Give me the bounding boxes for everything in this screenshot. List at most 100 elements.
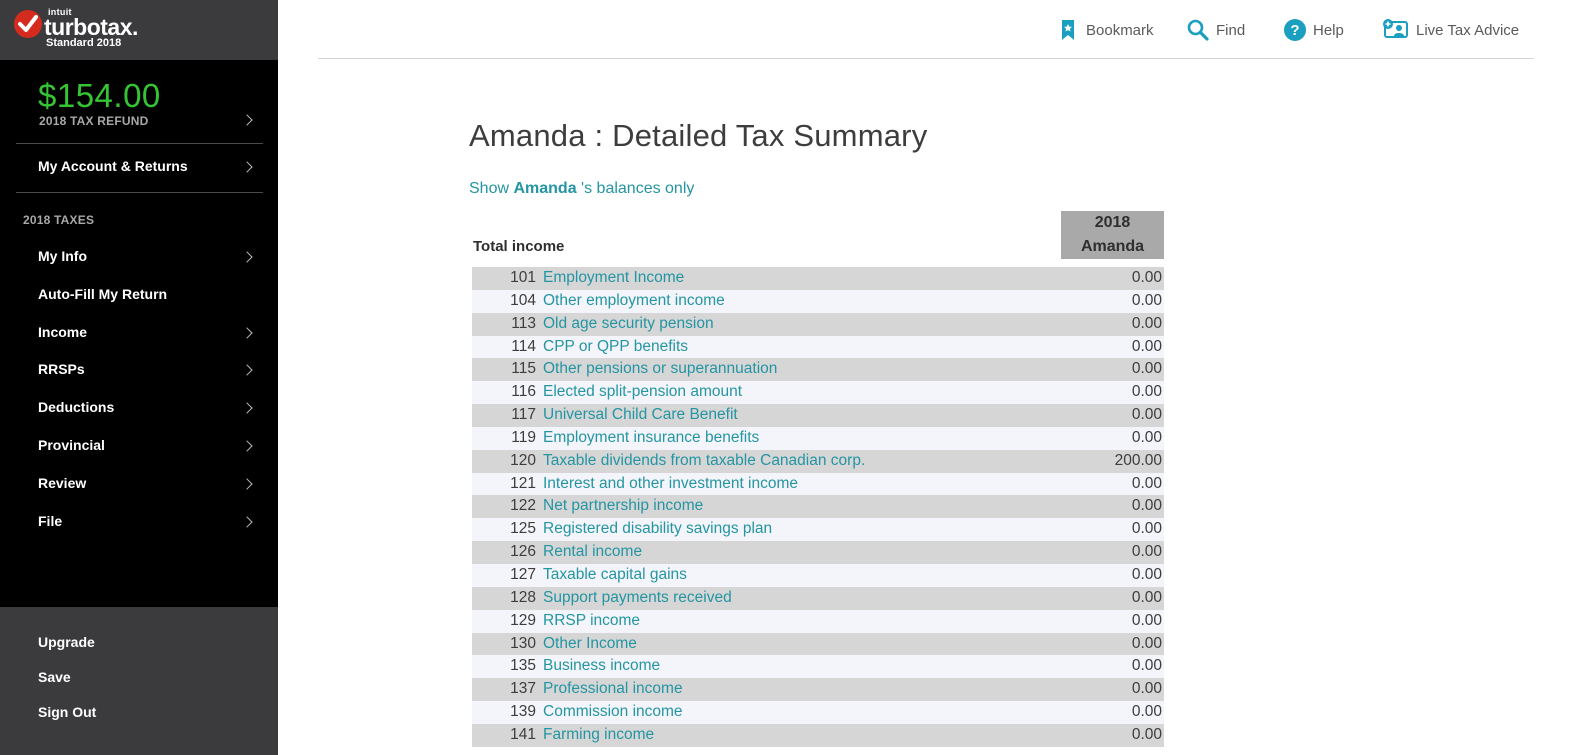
table-row: 129 RRSP income 0.00 <box>472 609 1164 633</box>
chevron-right-icon <box>241 114 253 126</box>
sidebar-item-my-info[interactable]: My Info <box>0 239 278 275</box>
table-row: 128 Support payments received 0.00 <box>472 586 1164 610</box>
divider <box>16 192 263 193</box>
line-description-link[interactable]: Registered disability savings plan <box>543 520 773 538</box>
line-description-link[interactable]: Taxable dividends from taxable Canadian … <box>543 451 866 469</box>
table-row: 101 Employment Income 0.00 <box>472 267 1164 290</box>
sidebar-item-auto-fill[interactable]: Auto-Fill My Return <box>0 277 278 313</box>
line-amount: 0.00 <box>1131 474 1162 492</box>
bookmark-button[interactable]: Bookmark <box>1056 18 1154 42</box>
page-title-separator: : <box>585 118 613 153</box>
line-number: 122 <box>510 497 536 515</box>
line-description-link[interactable]: Employment Income <box>543 269 685 286</box>
svg-text:?: ? <box>1290 22 1299 39</box>
line-description-link[interactable]: Business income <box>543 657 661 675</box>
sidebar-item-deductions[interactable]: Deductions <box>0 390 278 426</box>
line-description-link[interactable]: Support payments received <box>543 588 732 606</box>
table-row: 121 Interest and other investment income 0… <box>472 472 1164 496</box>
edition-label: Standard 2018 <box>46 37 122 49</box>
bookmark-label: Bookmark <box>1086 21 1154 39</box>
table-row: 116 Elected split-pension amount 0.00 <box>472 381 1164 405</box>
show-prefix: Show <box>469 180 514 197</box>
chevron-right-icon <box>241 161 253 173</box>
chevron-right-icon <box>241 402 253 414</box>
line-description-link[interactable]: Farming income <box>543 725 655 743</box>
find-button[interactable]: Find <box>1186 18 1245 42</box>
page-title: Amanda : Detailed Tax Summary <box>469 118 927 154</box>
sidebar-item-rrsps[interactable]: RRSPs <box>0 352 278 388</box>
line-description-link[interactable]: Taxable capital gains <box>543 565 687 583</box>
line-number: 115 <box>511 360 536 378</box>
line-description-link[interactable]: Old age security pension <box>543 314 714 332</box>
line-number: 139 <box>510 703 536 721</box>
save-label: Save <box>38 669 71 685</box>
show-balances-only-link[interactable]: Show Amanda 's balances only <box>469 180 694 198</box>
sidebar-item-label: Income <box>38 324 88 340</box>
line-number: 117 <box>511 406 536 424</box>
sign-out-link[interactable]: Sign Out <box>0 695 278 731</box>
line-number: 121 <box>510 474 536 492</box>
line-amount: 0.00 <box>1131 314 1162 332</box>
line-description-link[interactable]: RRSP income <box>543 611 641 629</box>
line-number: 101 <box>510 269 536 286</box>
line-description-link[interactable]: CPP or QPP benefits <box>543 337 689 355</box>
line-description-link[interactable]: Employment insurance benefits <box>543 428 760 446</box>
divider <box>16 143 263 144</box>
line-number: 141 <box>510 725 536 743</box>
line-description-link[interactable]: Other Income <box>543 634 637 652</box>
line-description-link[interactable]: Commission income <box>543 703 683 721</box>
column-header-name: Amanda <box>1080 238 1145 255</box>
line-amount: 0.00 <box>1131 383 1162 401</box>
table-row: 114 CPP or QPP benefits 0.00 <box>472 335 1164 359</box>
line-description-link[interactable]: Rental income <box>543 543 643 561</box>
line-amount: 0.00 <box>1131 269 1162 286</box>
line-number: 126 <box>510 543 536 561</box>
save-link[interactable]: Save <box>0 660 278 696</box>
table-row: 104 Other employment income 0.00 <box>472 289 1164 313</box>
table-row: 135 Business income 0.00 <box>472 655 1164 679</box>
sidebar-item-label: My Info <box>38 248 87 264</box>
table-body: 101 Employment Income 0.00 104 Other employm… <box>472 267 1164 747</box>
table-section-label: Total income <box>473 238 565 255</box>
page-title-text: Detailed Tax Summary <box>612 118 928 153</box>
line-number: 125 <box>510 520 536 538</box>
my-account-returns-link[interactable]: My Account & Returns <box>0 149 278 185</box>
line-number: 113 <box>511 314 536 332</box>
sign-out-label: Sign Out <box>38 704 97 720</box>
line-number: 119 <box>511 428 536 446</box>
help-button[interactable]: ? Help <box>1283 18 1344 42</box>
sidebar-item-label: Deductions <box>38 399 115 415</box>
sidebar: intuit turbotax. Standard 2018 $154.00 2… <box>0 0 278 755</box>
section-heading-2018-taxes: 2018 TAXES <box>23 213 95 227</box>
line-number: 135 <box>510 657 536 675</box>
chevron-right-icon <box>241 516 253 528</box>
turbotax-wordmark: turbotax. <box>44 14 138 40</box>
line-description-link[interactable]: Other pensions or superannuation <box>543 360 778 378</box>
refund-summary[interactable]: $154.00 2018 TAX REFUND <box>0 60 278 144</box>
line-amount: 0.00 <box>1131 520 1162 538</box>
line-number: 128 <box>510 588 536 606</box>
line-description-link[interactable]: Professional income <box>543 680 683 698</box>
line-number: 129 <box>510 611 536 629</box>
line-description-link[interactable]: Other employment income <box>543 291 725 309</box>
chevron-right-icon <box>241 327 253 339</box>
sidebar-item-file[interactable]: File <box>0 504 278 540</box>
line-description-link[interactable]: Net partnership income <box>543 497 704 515</box>
upgrade-label: Upgrade <box>38 634 95 650</box>
line-description-link[interactable]: Universal Child Care Benefit <box>543 406 738 424</box>
table-row: 130 Other Income 0.00 <box>472 632 1164 656</box>
chevron-right-icon <box>241 478 253 490</box>
line-description-link[interactable]: Elected split-pension amount <box>543 383 743 401</box>
upgrade-link[interactable]: Upgrade <box>0 625 278 661</box>
table-row: 122 Net partnership income 0.00 <box>472 495 1164 519</box>
chevron-right-icon <box>241 364 253 376</box>
sidebar-item-provincial[interactable]: Provincial <box>0 428 278 464</box>
sidebar-item-income[interactable]: Income <box>0 315 278 351</box>
intuit-wordmark: intuit <box>48 7 72 17</box>
line-description-link[interactable]: Interest and other investment income <box>543 474 799 492</box>
table-row: 117 Universal Child Care Benefit 0.00 <box>472 404 1164 427</box>
live-tax-advice-button[interactable]: Live Tax Advice <box>1382 18 1519 42</box>
sidebar-item-review[interactable]: Review <box>0 466 278 502</box>
line-number: 114 <box>511 337 536 355</box>
help-icon: ? <box>1284 19 1306 41</box>
